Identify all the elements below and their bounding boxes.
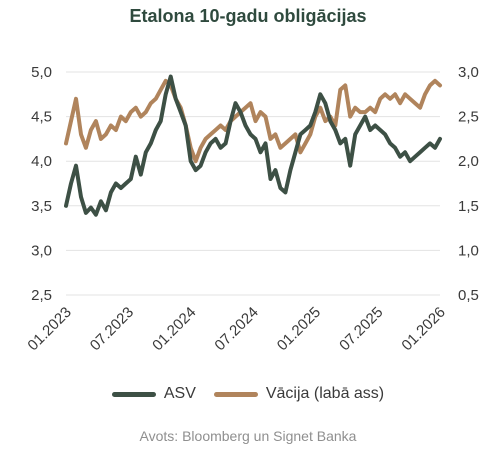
left-y-tick-label: 4,0 [31,153,52,170]
left-y-tick-label: 2,5 [31,287,52,304]
right-y-axis-ticks: 3,0 2,5 2,0 1,5 1,0 0,5 [458,64,479,304]
right-y-tick-label: 0,5 [458,287,479,304]
x-tick-label: 07.2023 [87,304,137,354]
legend-item-asv: ASV [111,385,196,403]
series-line-vacija [64,78,442,164]
legend-item-vacija: Vācija (labā ass) [213,385,385,403]
legend: ASV Vācija (labā ass) [0,385,496,403]
series-line-asv [64,74,442,217]
legend-label-asv: ASV [163,385,196,402]
x-tick-label: 01.2025 [274,304,324,354]
left-y-tick-label: 3,5 [31,198,52,215]
x-tick-label: 01.2024 [149,304,199,354]
right-y-tick-label: 2,5 [458,109,479,126]
x-tick-label: 01.2023 [24,304,74,354]
right-y-tick-label: 2,0 [458,153,479,170]
x-tick-label: 07.2025 [336,304,386,354]
line-chart: 5,0 4,5 4,0 3,5 3,0 2,5 3,0 2,5 2,0 1,5 1,0 0,5 01… [24,64,479,354]
chart-title: Etalona 10-gadu obligācijas [129,6,367,26]
right-y-tick-label: 1,0 [458,242,479,259]
x-tick-label: 07.2024 [211,304,261,354]
left-y-tick-label: 4,5 [31,109,52,126]
left-y-tick-label: 5,0 [31,64,52,81]
legend-swatch-vacija [213,391,258,397]
series-lines [64,74,442,217]
right-y-tick-label: 3,0 [458,64,479,81]
x-axis-ticks: 01.2023 07.2023 01.2024 07.2024 01.2025 07.20… [24,304,448,354]
source-note: Avots: Bloomberg un Signet Banka [139,428,357,444]
left-y-axis-ticks: 5,0 4,5 4,0 3,5 3,0 2,5 [31,64,52,304]
x-tick-label: 01.2026 [398,304,448,354]
legend-label-vacija: Vācija (labā ass) [265,385,385,402]
legend-swatch-asv [111,391,156,397]
right-y-tick-label: 1,5 [458,198,479,215]
left-y-tick-label: 3,0 [31,242,52,259]
